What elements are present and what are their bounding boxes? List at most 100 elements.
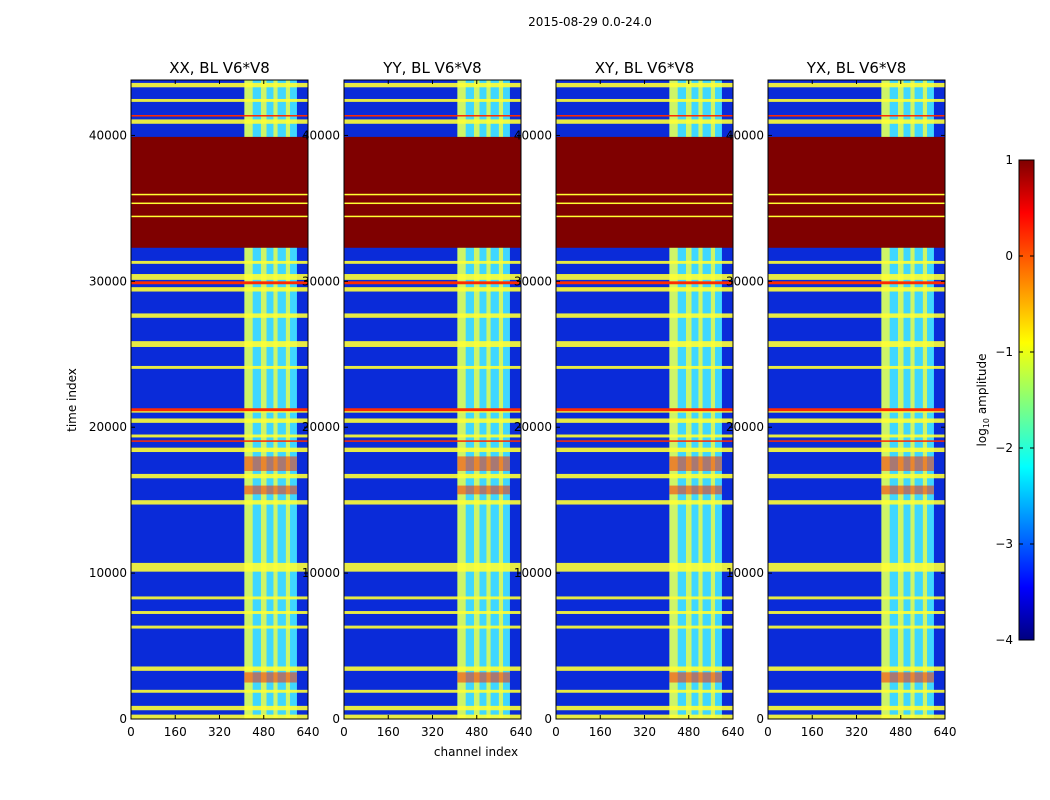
bright-time-band <box>768 689 945 693</box>
bright-time-band <box>556 287 733 292</box>
bright-time-band <box>344 689 521 693</box>
bright-time-band <box>556 447 733 453</box>
colorbar-ticks: −4 −3 −2 −1 0 1 <box>995 153 1034 647</box>
bright-time-band <box>556 82 733 88</box>
bright-time-band <box>131 365 308 369</box>
bright-time-band <box>131 625 308 629</box>
rfi-stripe <box>285 80 291 719</box>
red-time-line <box>131 440 308 442</box>
hot-time-band <box>244 485 297 495</box>
red-time-line <box>344 115 521 117</box>
bright-time-band <box>344 500 521 505</box>
bright-time-band <box>556 434 733 438</box>
rfi-stripe <box>260 80 267 719</box>
saturated-band-line <box>344 202 521 205</box>
bright-time-band <box>556 341 733 347</box>
colorbar-tick-label: −1 <box>995 345 1013 359</box>
rfi-stripe <box>910 80 915 719</box>
bright-time-band <box>556 98 733 102</box>
rfi-stripe <box>881 80 890 719</box>
bright-time-band <box>131 596 308 600</box>
bright-time-band <box>556 409 733 413</box>
x-tick-label: 480 <box>677 725 700 739</box>
bright-time-band <box>344 119 521 124</box>
rfi-stripe <box>457 80 466 719</box>
colorbar-tick-label: −4 <box>995 633 1013 647</box>
y-tick-label: 20000 <box>514 420 552 434</box>
y-tick-label: 10000 <box>514 566 552 580</box>
hot-time-band <box>881 672 934 683</box>
saturated-time-band <box>131 136 308 248</box>
rfi-stripe <box>922 80 928 719</box>
x-tick-label: 640 <box>510 725 533 739</box>
bright-time-band <box>131 500 308 505</box>
saturated-time-band <box>556 136 733 248</box>
panel-title: XX, BL V6*V8 <box>169 59 270 77</box>
saturated-band-line <box>768 193 945 196</box>
rfi-stripe <box>685 80 692 719</box>
red-time-line <box>556 115 733 117</box>
bright-time-band <box>556 562 733 572</box>
bright-time-band <box>768 274 945 280</box>
bright-time-band <box>768 562 945 572</box>
figure-suptitle: 2015-08-29 0.0-24.0 <box>528 15 652 29</box>
y-tick-label: 10000 <box>89 566 127 580</box>
bright-time-band <box>556 260 733 264</box>
saturated-band-line <box>768 202 945 205</box>
colorbar: −4 −3 −2 −1 0 1 log10 amplitude <box>975 153 1035 647</box>
bright-time-band <box>768 313 945 318</box>
bright-time-band <box>768 625 945 629</box>
saturated-band-line <box>344 193 521 196</box>
bright-time-band <box>131 611 308 614</box>
panel-1: XX, BL V6*V8 0 160 320 480 640 0 10000 20000 3000… <box>89 59 320 739</box>
saturated-band-line <box>344 215 521 218</box>
saturated-time-band <box>768 136 945 248</box>
y-tick-label: 30000 <box>514 274 552 288</box>
bright-time-band <box>131 434 308 438</box>
red-time-line <box>556 440 733 442</box>
rfi-stripe <box>669 80 678 719</box>
colorbar-gradient <box>1018 159 1035 641</box>
y-tick-label: 0 <box>332 712 340 726</box>
bright-time-band <box>768 500 945 505</box>
bright-time-band <box>768 341 945 347</box>
bright-time-band <box>131 473 308 479</box>
bright-time-band <box>344 260 521 264</box>
x-tick-label: 640 <box>934 725 957 739</box>
bright-time-band <box>768 666 945 671</box>
bright-time-band <box>344 611 521 614</box>
bright-time-band <box>344 409 521 413</box>
bright-time-band <box>344 82 521 88</box>
bright-time-band <box>344 274 521 280</box>
bright-time-band <box>344 625 521 629</box>
bright-time-band <box>131 418 308 423</box>
bright-time-band <box>768 596 945 600</box>
panels: XX, BL V6*V8 0 160 320 480 640 0 10000 20000 3000… <box>89 59 957 739</box>
x-tick-label: 0 <box>764 725 772 739</box>
panel-2: YY, BL V6*V8 0 160 320 480 640 0 10000 20000 3000… <box>302 59 533 739</box>
bright-time-band <box>131 260 308 264</box>
bright-time-band <box>344 434 521 438</box>
y-tick-label: 30000 <box>89 274 127 288</box>
colorbar-tick-label: −3 <box>995 537 1013 551</box>
panel-title: XY, BL V6*V8 <box>595 59 695 77</box>
red-time-line <box>344 281 521 285</box>
bright-time-band <box>768 418 945 423</box>
panel-title: YX, BL V6*V8 <box>806 59 907 77</box>
red-time-line <box>344 408 521 412</box>
bright-time-band <box>768 447 945 453</box>
red-time-line <box>768 440 945 442</box>
bright-time-band <box>131 287 308 292</box>
hot-time-band <box>669 456 722 471</box>
bright-time-band <box>768 119 945 124</box>
y-tick-label: 10000 <box>302 566 340 580</box>
y-tick-label: 40000 <box>89 128 127 142</box>
red-time-line <box>556 281 733 285</box>
red-time-line <box>131 408 308 412</box>
x-tick-label: 480 <box>465 725 488 739</box>
hot-time-band <box>457 672 510 683</box>
bright-time-band <box>556 313 733 318</box>
y-tick-label: 30000 <box>302 274 340 288</box>
bright-time-band <box>344 287 521 292</box>
